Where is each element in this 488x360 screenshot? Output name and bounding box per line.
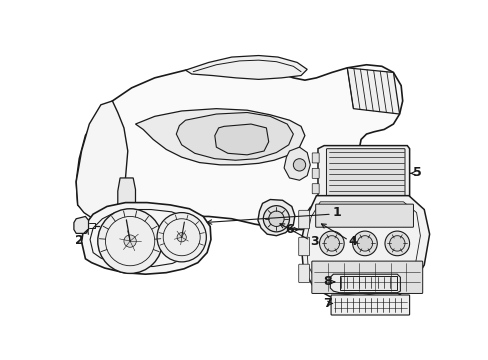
Text: 4: 4: [347, 235, 356, 248]
FancyBboxPatch shape: [326, 149, 404, 198]
FancyBboxPatch shape: [298, 264, 309, 283]
Circle shape: [263, 206, 289, 232]
Text: 1: 1: [332, 206, 341, 219]
FancyBboxPatch shape: [339, 276, 396, 289]
FancyBboxPatch shape: [311, 168, 319, 178]
Polygon shape: [317, 145, 409, 201]
Circle shape: [98, 209, 162, 274]
Polygon shape: [257, 199, 294, 236]
Polygon shape: [306, 206, 325, 229]
Circle shape: [389, 236, 404, 251]
Circle shape: [357, 236, 372, 251]
Circle shape: [352, 231, 377, 256]
FancyBboxPatch shape: [298, 237, 309, 256]
Polygon shape: [284, 147, 310, 180]
Polygon shape: [301, 195, 429, 302]
Polygon shape: [76, 101, 127, 219]
Circle shape: [268, 211, 284, 226]
FancyBboxPatch shape: [311, 261, 422, 293]
FancyBboxPatch shape: [315, 204, 413, 227]
Circle shape: [319, 231, 344, 256]
FancyBboxPatch shape: [311, 184, 319, 194]
Circle shape: [177, 233, 186, 242]
Circle shape: [157, 213, 206, 262]
Circle shape: [384, 231, 409, 256]
Text: 2: 2: [75, 234, 83, 247]
Polygon shape: [81, 203, 210, 274]
Polygon shape: [118, 178, 135, 219]
Polygon shape: [185, 55, 306, 80]
FancyBboxPatch shape: [298, 210, 309, 229]
Polygon shape: [76, 65, 402, 230]
Polygon shape: [135, 109, 305, 165]
FancyBboxPatch shape: [311, 153, 319, 163]
Text: 6: 6: [285, 223, 293, 236]
Polygon shape: [176, 112, 293, 160]
Text: 8: 8: [322, 275, 331, 288]
Circle shape: [293, 159, 305, 171]
Polygon shape: [346, 68, 399, 114]
Circle shape: [324, 236, 339, 251]
Text: 7: 7: [322, 297, 331, 310]
Text: 3: 3: [310, 235, 319, 248]
Polygon shape: [214, 124, 268, 155]
Polygon shape: [329, 274, 400, 293]
FancyBboxPatch shape: [330, 295, 409, 315]
Circle shape: [123, 235, 136, 247]
Polygon shape: [74, 216, 88, 233]
Text: 5: 5: [412, 166, 421, 179]
Circle shape: [307, 210, 324, 226]
